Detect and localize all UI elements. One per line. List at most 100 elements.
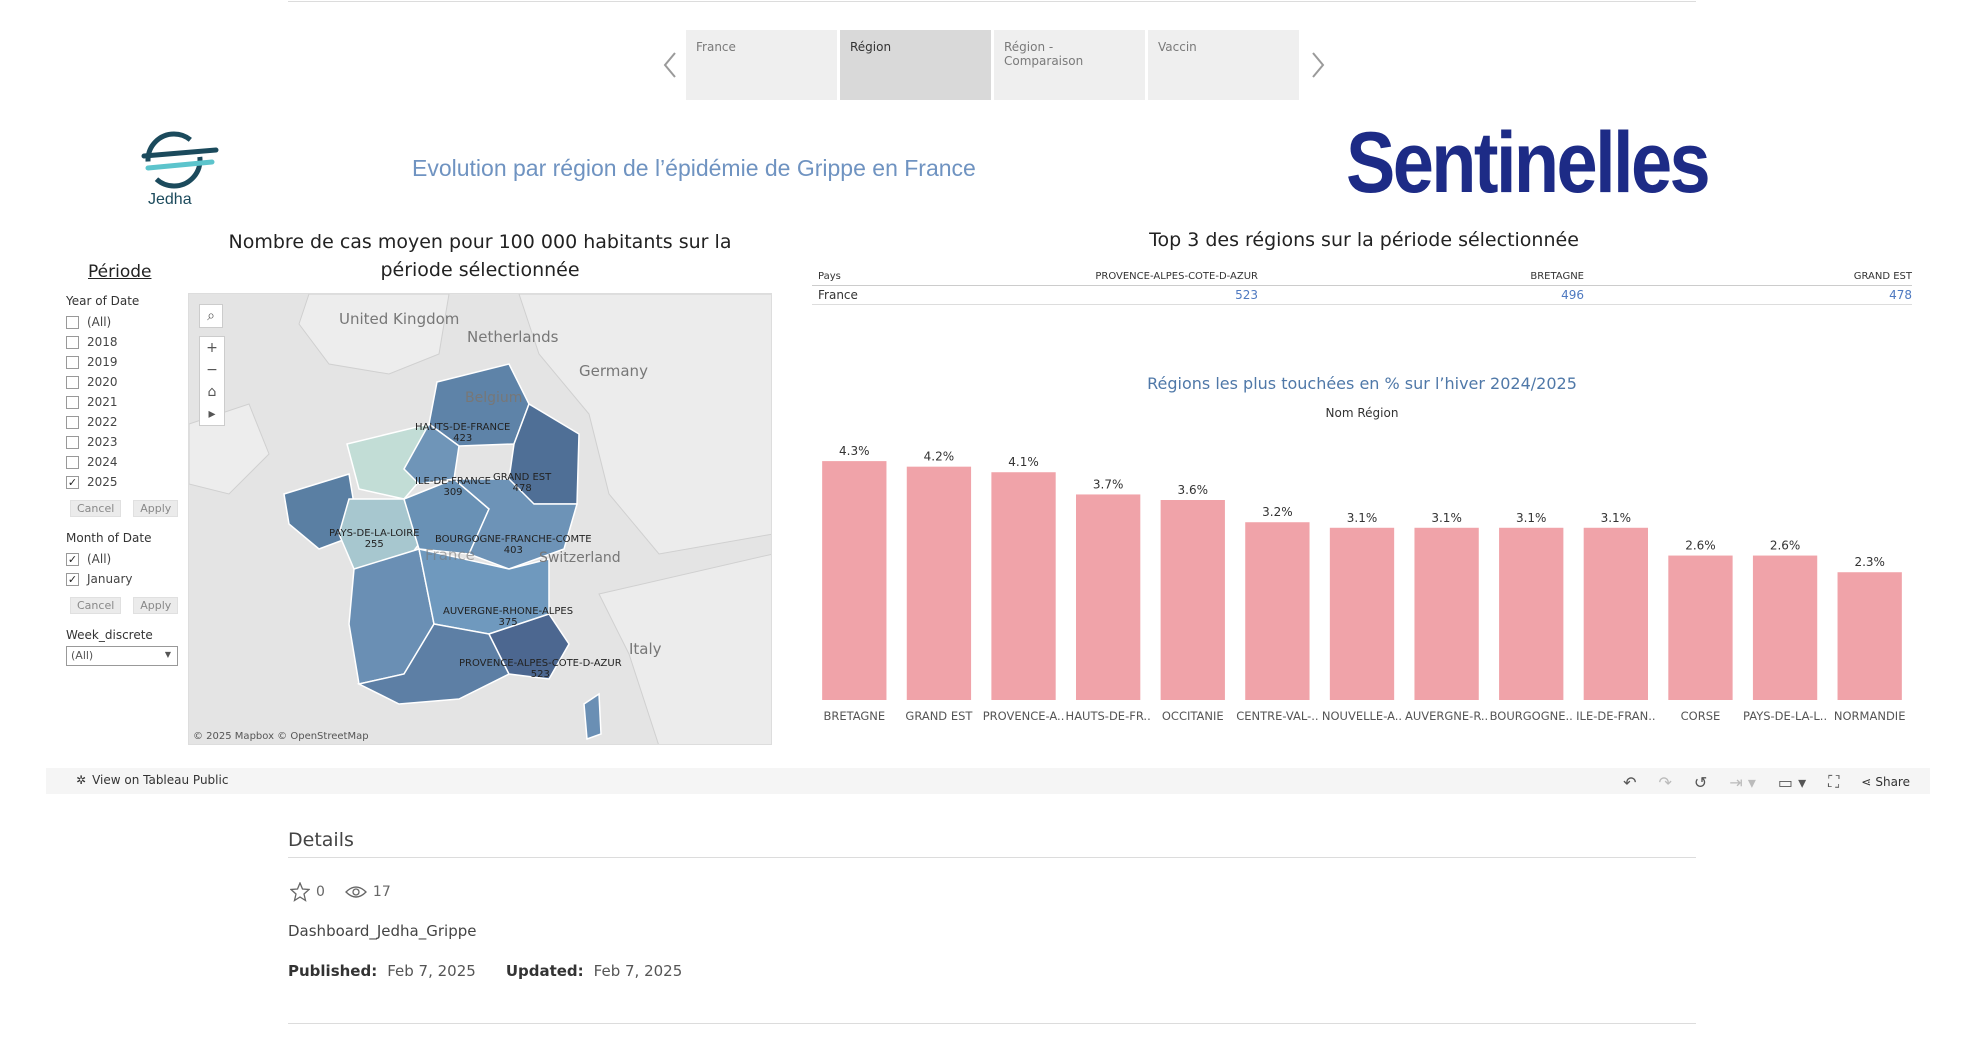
- undo-icon[interactable]: ↶: [1623, 772, 1637, 792]
- map-controls: ⌕ + − ⌂ ▸: [199, 304, 225, 426]
- bar-3[interactable]: [1076, 494, 1141, 700]
- map-tools-arrow-icon[interactable]: ▸: [200, 403, 224, 425]
- month-apply-button[interactable]: Apply: [133, 597, 179, 614]
- year-option[interactable]: 2021: [66, 392, 186, 412]
- top3-title: Top 3 des régions sur la période sélecti…: [1149, 229, 1579, 251]
- presentation-icon[interactable]: ▭ ▾: [1777, 772, 1807, 792]
- map-search-icon[interactable]: ⌕: [199, 304, 223, 328]
- view-on-tableau-button[interactable]: ✲ View on Tableau Public: [76, 773, 228, 787]
- bar-1[interactable]: [906, 466, 972, 700]
- fullscreen-icon[interactable]: ⛶: [1828, 772, 1840, 791]
- x-tick-label: GRAND EST: [905, 709, 973, 723]
- tab-region[interactable]: Région: [840, 30, 991, 100]
- year-apply-button[interactable]: Apply: [133, 500, 179, 517]
- bar-6[interactable]: [1329, 527, 1395, 700]
- bar-0[interactable]: [822, 461, 887, 700]
- favorite-stat[interactable]: 0: [290, 882, 325, 902]
- france-region-map[interactable]: United Kingdom Netherlands Germany Belgi…: [188, 293, 772, 745]
- zoom-out-icon[interactable]: −: [200, 359, 224, 381]
- tab-prev-arrow-icon[interactable]: [654, 30, 686, 100]
- tab-region-comparaison[interactable]: Région - Comparaison: [994, 30, 1145, 100]
- year-option[interactable]: 2024: [66, 452, 186, 472]
- zoom-in-icon[interactable]: +: [200, 337, 224, 359]
- bar-8[interactable]: [1499, 527, 1564, 700]
- tab-france[interactable]: France: [686, 30, 837, 100]
- bar-9[interactable]: [1583, 527, 1648, 700]
- month-filter-list: ✓ (All) ✓ January: [66, 549, 186, 589]
- bar-2[interactable]: [991, 472, 1056, 700]
- year-option[interactable]: 2019: [66, 352, 186, 372]
- region-name: HAUTS-DE-FRANCE: [415, 422, 511, 433]
- year-option[interactable]: 2020: [66, 372, 186, 392]
- bar-chart: 4.3% BRETAGNE 4.2% GRAND EST 4.1% PROVENCE-A.…: [822, 444, 1905, 723]
- bar-value-label: 4.1%: [1008, 455, 1039, 469]
- tab-vaccin[interactable]: Vaccin: [1148, 30, 1299, 100]
- region-name: GRAND EST: [493, 472, 552, 483]
- week-select-value: (All): [71, 649, 94, 662]
- bar-12[interactable]: [1837, 572, 1902, 700]
- checkbox-icon[interactable]: [66, 375, 79, 389]
- x-tick-label: AUVERGNE-R..: [1405, 709, 1488, 723]
- x-tick-label: BRETAGNE: [823, 709, 885, 723]
- bar-value-label: 3.1%: [1601, 511, 1632, 525]
- region-value: 255: [364, 539, 384, 550]
- region-value: 523: [530, 669, 550, 680]
- region-label-hauts-de-france: HAUTS-DE-FRANCE 423: [415, 422, 510, 444]
- year-cancel-button[interactable]: Cancel: [70, 500, 122, 517]
- year-option-label: 2023: [87, 435, 118, 449]
- year-option-label: 2018: [87, 335, 118, 349]
- map-title: Nombre de cas moyen pour 100 000 habitan…: [228, 231, 732, 281]
- checkbox-icon[interactable]: [66, 355, 79, 369]
- share-label: Share: [1875, 775, 1910, 789]
- bar-11[interactable]: [1752, 555, 1818, 700]
- year-option[interactable]: (All): [66, 312, 186, 332]
- refresh-icon[interactable]: ⇥ ▾: [1729, 772, 1756, 792]
- region-label-auvergne: AUVERGNE-RHONE-ALPES 375: [443, 606, 573, 628]
- year-option-label: 2021: [87, 395, 118, 409]
- checkbox-icon[interactable]: [66, 415, 79, 429]
- bar-value-label: 3.6%: [1178, 483, 1209, 497]
- checkbox-icon[interactable]: [66, 395, 79, 409]
- dashboard-tabs: France Région Région - Comparaison Vacci…: [654, 30, 1334, 100]
- top3-cell-1[interactable]: 523: [1235, 288, 1258, 302]
- bar-7[interactable]: [1414, 527, 1479, 700]
- jedha-logo: [134, 130, 220, 216]
- region-name: BOURGOGNE-FRANCHE-COMTE: [435, 534, 592, 545]
- checkbox-checked-icon[interactable]: ✓: [66, 552, 79, 566]
- year-option[interactable]: ✓ 2025: [66, 472, 186, 492]
- redo-icon[interactable]: ↷: [1658, 772, 1672, 792]
- top3-cell-3[interactable]: 478: [1889, 288, 1912, 302]
- bar-4[interactable]: [1160, 500, 1225, 700]
- checkbox-checked-icon[interactable]: ✓: [66, 572, 79, 586]
- tab-next-arrow-icon[interactable]: [1302, 30, 1334, 100]
- x-tick-label: CORSE: [1681, 709, 1721, 723]
- year-option-label: 2019: [87, 355, 118, 369]
- eye-icon: [345, 886, 367, 898]
- bar-value-label: 4.3%: [839, 444, 870, 458]
- x-tick-label: PROVENCE-A..: [983, 709, 1065, 723]
- checkbox-icon[interactable]: [66, 455, 79, 469]
- bar-10[interactable]: [1668, 555, 1733, 700]
- year-option[interactable]: 2018: [66, 332, 186, 352]
- top3-cell-2[interactable]: 496: [1561, 288, 1584, 302]
- checkbox-icon[interactable]: [66, 435, 79, 449]
- year-option-label: (All): [87, 315, 112, 329]
- bar-5[interactable]: [1245, 522, 1310, 700]
- share-button[interactable]: ⋖ Share: [1861, 775, 1910, 789]
- favorite-count: 0: [316, 884, 325, 900]
- month-option[interactable]: ✓ January: [66, 569, 186, 589]
- top3-header-col1: PROVENCE-ALPES-COTE-D-AZUR: [1095, 271, 1258, 282]
- week-select[interactable]: (All) ▼: [66, 646, 178, 666]
- year-option[interactable]: 2023: [66, 432, 186, 452]
- month-cancel-button[interactable]: Cancel: [70, 597, 122, 614]
- checkbox-checked-icon[interactable]: ✓: [66, 475, 79, 489]
- checkbox-icon[interactable]: [66, 335, 79, 349]
- updated-label: Updated:: [505, 962, 584, 980]
- filter-panel: Période Year of Date (All) 2018 2019 2020 20…: [66, 262, 186, 666]
- top3-table: Pays PROVENCE-ALPES-COTE-D-AZUR BRETAGNE…: [812, 268, 1912, 305]
- home-icon[interactable]: ⌂: [200, 381, 224, 403]
- checkbox-icon[interactable]: [66, 315, 79, 329]
- revert-icon[interactable]: ↺: [1693, 772, 1708, 792]
- month-option[interactable]: ✓ (All): [66, 549, 186, 569]
- year-option[interactable]: 2022: [66, 412, 186, 432]
